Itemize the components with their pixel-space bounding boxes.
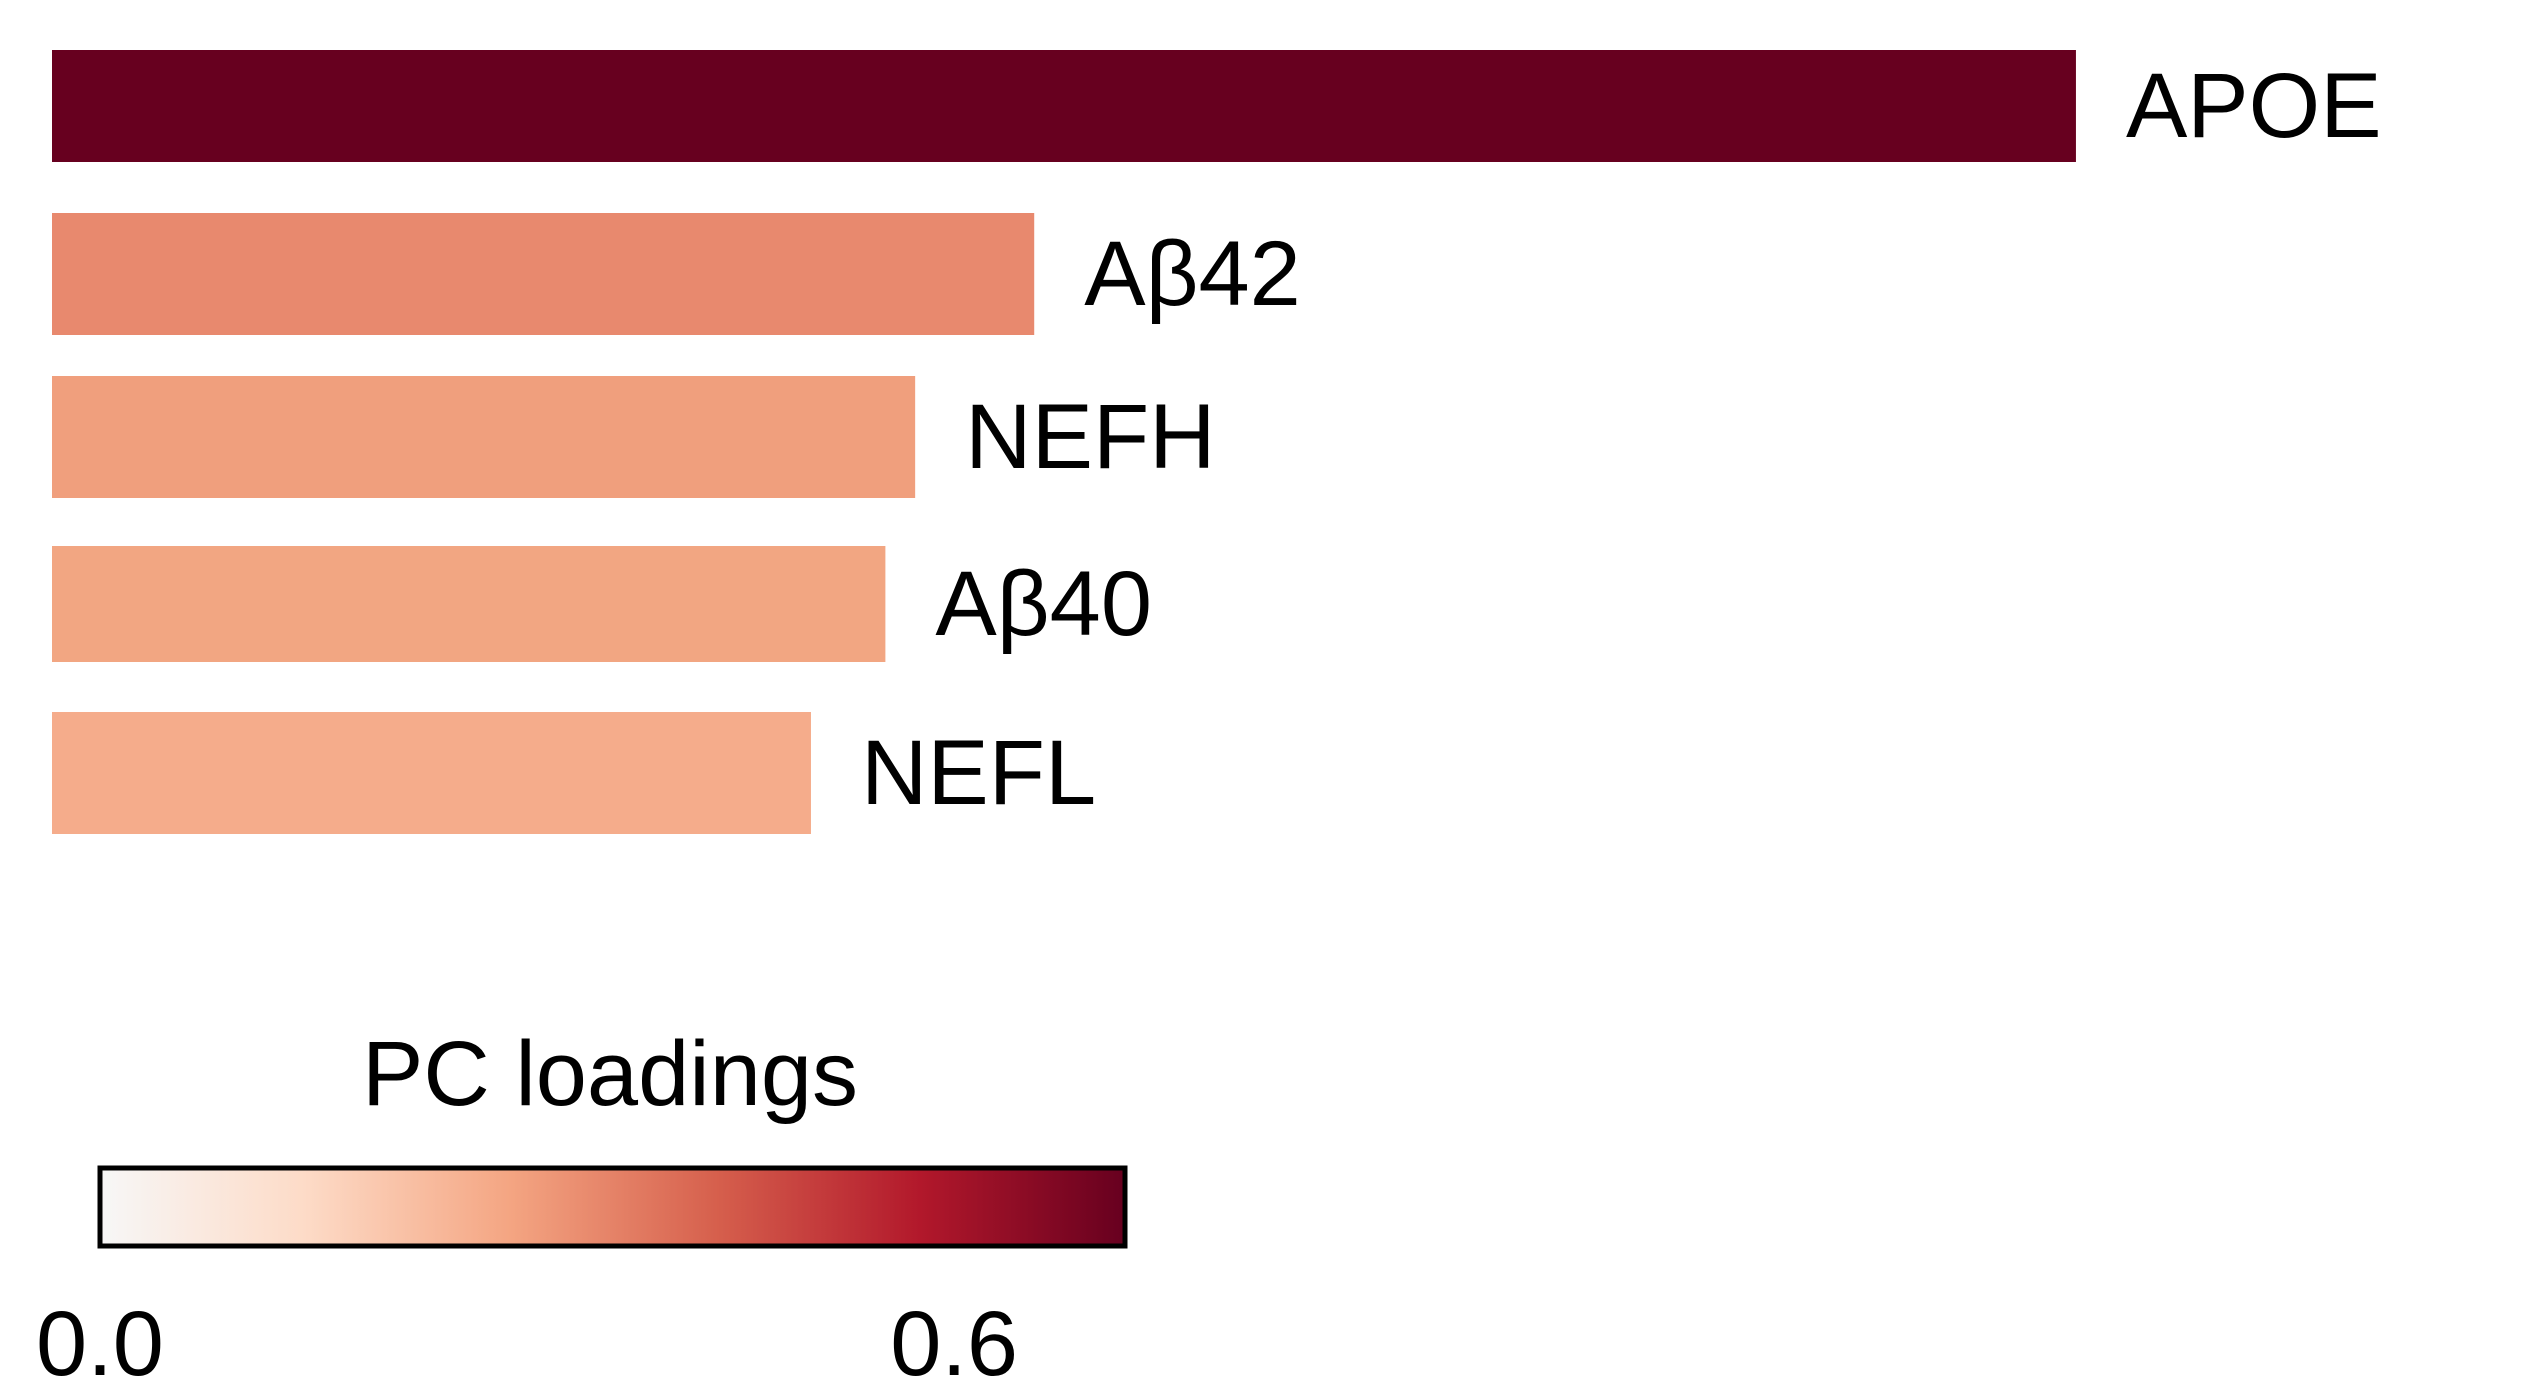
bar-2: [52, 376, 916, 498]
bar-4: [52, 712, 811, 834]
bar-label-4: NEFL: [861, 722, 1096, 824]
bars-group: [52, 50, 2076, 834]
bar-label-2: NEFH: [965, 386, 1215, 488]
bar-label-3: Aβ40: [935, 553, 1152, 655]
bar-labels-group: APOE Aβ42 NEFH Aβ40 NEFL: [861, 55, 2382, 824]
legend-tick-0: 0.0: [36, 1293, 164, 1381]
bar-label-0: APOE: [2126, 55, 2382, 157]
bar-1: [52, 213, 1035, 335]
legend-tick-1: 0.6: [890, 1293, 1018, 1381]
bar-0: [52, 50, 2076, 162]
colorbar-legend: PC loadings 0.0 0.6: [36, 1023, 1128, 1381]
legend-ticks-group: 0.0 0.6: [36, 1293, 1018, 1381]
colorbar: [97, 1165, 1128, 1249]
bar-3: [52, 546, 886, 662]
bar-label-1: Aβ42: [1084, 223, 1301, 325]
legend-title: PC loadings: [362, 1023, 858, 1125]
